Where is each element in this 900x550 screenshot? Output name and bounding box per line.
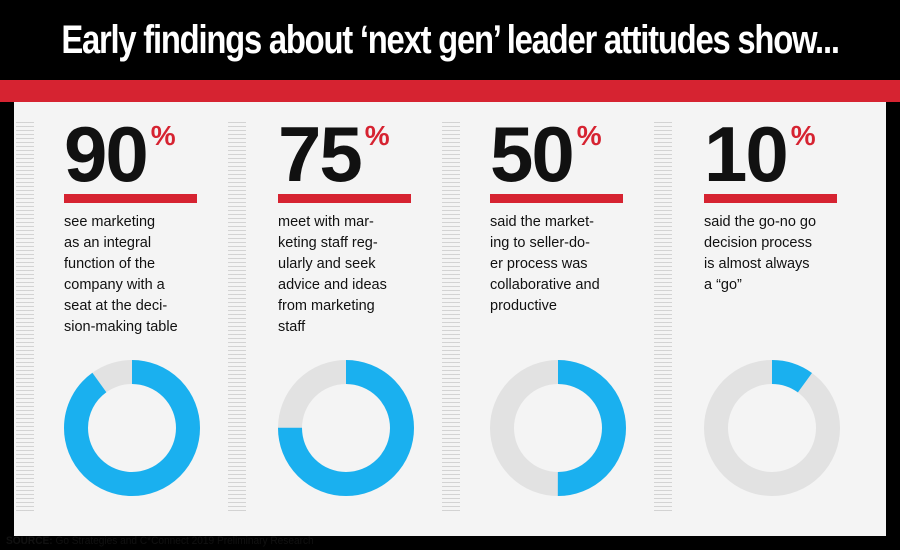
donut-chart <box>278 360 414 496</box>
stat-card: 10 % said the go-no go decision process … <box>704 102 900 512</box>
percent-sign: % <box>150 120 176 151</box>
stat-underline <box>704 194 837 203</box>
stat-value: 90 % <box>64 114 176 194</box>
donut-arc <box>704 360 840 496</box>
stat-value: 75 % <box>278 114 390 194</box>
stat-card: 90 % see marketing as an integral functi… <box>64 102 264 512</box>
percent-sign: % <box>790 120 816 151</box>
stat-number: 10 <box>704 110 789 198</box>
stat-number: 75 <box>278 110 363 198</box>
decorative-stripe <box>16 122 34 512</box>
title-bar: Early findings about ‘next gen’ leader a… <box>0 0 900 80</box>
stat-description: said the go-no go decision process is al… <box>704 214 817 293</box>
page-title: Early findings about ‘next gen’ leader a… <box>61 17 840 62</box>
decorative-stripe <box>442 122 460 512</box>
donut-chart <box>704 360 840 496</box>
stat-underline <box>490 194 623 203</box>
stat-number: 90 <box>64 110 149 198</box>
stat-card: 50 % said the market- ing to seller-do- … <box>490 102 690 512</box>
percent-sign: % <box>364 120 390 151</box>
stat-underline <box>64 194 197 203</box>
donut-arc <box>278 360 414 496</box>
percent-sign: % <box>576 120 602 151</box>
source-text: Go Strategies and C*Connect 2019 Prelimi… <box>52 535 314 547</box>
stat-description: said the market- ing to seller-do- er pr… <box>490 214 600 314</box>
source-note: SOURCE: Go Strategies and C*Connect 2019… <box>6 535 314 547</box>
red-accent-band <box>0 80 900 102</box>
stat-card: 75 % meet with mar- keting staff reg- ul… <box>278 102 478 512</box>
donut-chart <box>64 360 200 496</box>
stat-description: meet with mar- keting staff reg- ularly … <box>278 214 387 335</box>
decorative-stripe <box>228 122 246 512</box>
stat-number: 50 <box>490 110 575 198</box>
donut-arc <box>64 360 200 496</box>
decorative-stripe <box>654 122 672 512</box>
stat-value: 10 % <box>704 114 816 194</box>
donut-track <box>704 360 840 496</box>
stat-description: see marketing as an integral function of… <box>64 214 178 335</box>
source-label: SOURCE: <box>6 535 53 547</box>
stat-underline <box>278 194 411 203</box>
stats-panel: 90 % see marketing as an integral functi… <box>14 102 886 536</box>
stat-value: 50 % <box>490 114 602 194</box>
donut-chart <box>490 360 626 496</box>
donut-arc <box>490 360 626 496</box>
